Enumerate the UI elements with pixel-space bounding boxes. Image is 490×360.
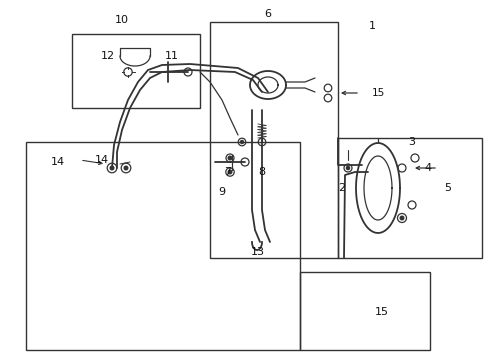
Circle shape [346,166,349,170]
Text: 3: 3 [409,137,416,147]
Circle shape [228,170,232,174]
Text: 11: 11 [165,51,179,61]
Text: 15: 15 [372,88,385,98]
Text: 7: 7 [224,167,232,177]
Text: 8: 8 [258,167,266,177]
Bar [338,138,482,258]
Bar [72,34,200,108]
Text: 15: 15 [375,307,389,317]
Text: 9: 9 [219,187,225,197]
Circle shape [228,156,232,160]
Text: 6: 6 [265,9,271,19]
Text: 13: 13 [251,247,265,257]
Circle shape [241,140,244,144]
Text: 14: 14 [95,155,109,165]
Text: 4: 4 [424,163,432,173]
Text: 10: 10 [115,15,129,25]
Text: 2: 2 [339,183,345,193]
Bar [300,272,430,350]
Circle shape [124,166,128,170]
Text: 14: 14 [51,157,65,167]
Text: 5: 5 [444,183,451,193]
Circle shape [400,216,404,220]
Circle shape [110,166,114,170]
Text: 12: 12 [101,51,115,61]
Text: 1: 1 [368,21,375,31]
Bar [210,22,338,258]
Bar [26,142,300,350]
